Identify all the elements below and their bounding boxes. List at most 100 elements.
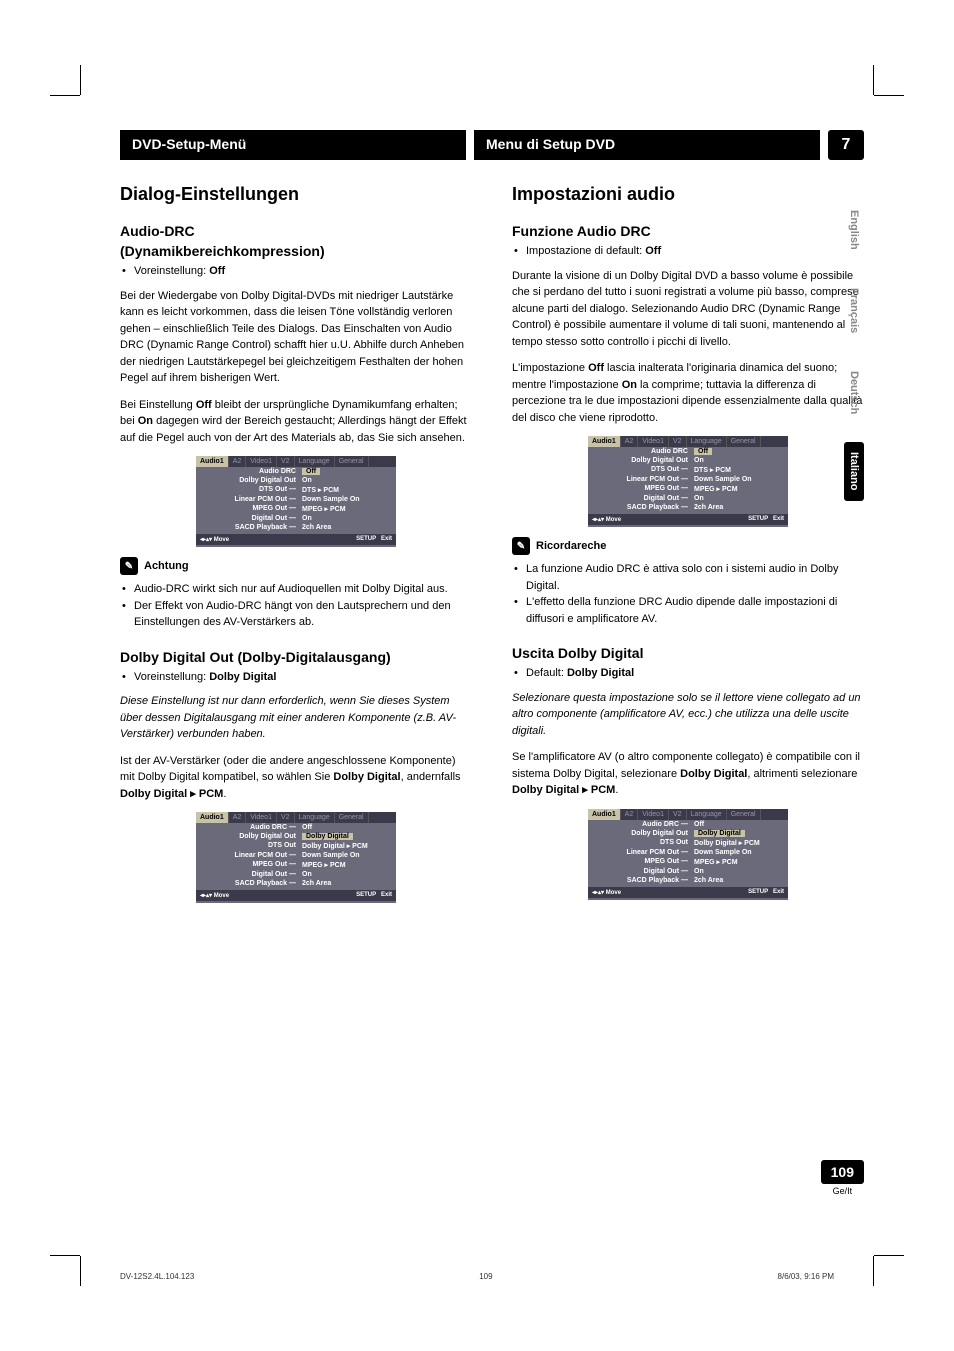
- menu-row: MPEG Out —MPEG ▸ PCM: [196, 504, 396, 514]
- note-item: Der Effekt von Audio-DRC hängt von den L…: [120, 598, 472, 631]
- crop-mark: [80, 65, 81, 95]
- crop-mark: [874, 95, 904, 96]
- preset-label: Default:: [526, 667, 567, 679]
- header-bar: DVD-Setup-Menü Menu di Setup DVD 7: [120, 130, 864, 160]
- menu-row: Audio DRC —Off: [196, 823, 396, 832]
- menu-tab: General: [335, 812, 369, 823]
- body-text-italic: Selezionare questa impostazione solo se …: [512, 690, 864, 740]
- menu-row: Linear PCM Out —Down Sample On: [588, 848, 788, 857]
- crop-mark: [80, 1256, 81, 1286]
- subsection-subtitle: (Dynamikbereichkompression): [120, 243, 472, 259]
- chapter-number: 7: [828, 130, 864, 160]
- page-number-sub: Ge/It: [821, 1186, 864, 1196]
- column-italian: Impostazioni audio Funzione Audio DRC Im…: [512, 184, 864, 913]
- crop-mark: [873, 65, 874, 95]
- menu-footer: ◂▸▴▾ MoveSETUP Exit: [196, 890, 396, 901]
- menu-footer: ◂▸▴▾ MoveSETUP Exit: [588, 514, 788, 525]
- menu-row: DTS OutDolby Digital ▸ PCM: [588, 838, 788, 848]
- menu-tab: Video1: [638, 809, 669, 820]
- note-heading: ✎ Achtung: [120, 557, 472, 575]
- header-right: Menu di Setup DVD: [474, 130, 820, 160]
- subsection-title: Dolby Digital Out (Dolby-Digitalausgang): [120, 649, 472, 665]
- menu-tab: V2: [277, 812, 295, 823]
- note-item: Audio-DRC wirkt sich nur auf Audioquelle…: [120, 581, 472, 598]
- menu-row: SACD Playback —2ch Area: [196, 523, 396, 532]
- subsection-title: Uscita Dolby Digital: [512, 645, 864, 661]
- menu-row: DTS Out —DTS ▸ PCM: [196, 485, 396, 495]
- menu-tab: Audio1: [196, 456, 229, 467]
- page-content: DVD-Setup-Menü Menu di Setup DVD 7 Dialo…: [120, 130, 864, 1221]
- menu-screenshot-d: Audio1A2Video1V2LanguageGeneralAudio DRC…: [512, 809, 864, 900]
- menu-tab: Video1: [638, 436, 669, 447]
- preset-value: Dolby Digital: [567, 667, 634, 679]
- subsection-title: Audio-DRC: [120, 223, 472, 239]
- menu-row: DTS OutDolby Digital ▸ PCM: [196, 841, 396, 851]
- subsection-title: Funzione Audio DRC: [512, 223, 864, 239]
- crop-mark: [873, 1256, 874, 1286]
- page-number: 109: [821, 1160, 864, 1184]
- menu-tab: A2: [621, 436, 639, 447]
- column-german: Dialog-Einstellungen Audio-DRC (Dynamikb…: [120, 184, 472, 913]
- menu-row: MPEG Out —MPEG ▸ PCM: [588, 484, 788, 494]
- lang-tab-english[interactable]: English: [844, 200, 864, 260]
- footer-info: DV-12S2.4L.104.123 109 8/6/03, 9:16 PM: [120, 1272, 834, 1281]
- menu-tab: V2: [669, 436, 687, 447]
- preset-label: Impostazione di default:: [526, 245, 645, 257]
- crop-mark: [50, 1255, 80, 1256]
- crop-mark: [50, 95, 80, 96]
- body-text: Durante la visione di un Dolby Digital D…: [512, 268, 864, 351]
- menu-row: SACD Playback —2ch Area: [196, 879, 396, 888]
- menu-row: Audio DRC —Off: [588, 820, 788, 829]
- menu-tab: Language: [295, 812, 335, 823]
- menu-tab: A2: [229, 456, 247, 467]
- menu-tab: Language: [687, 809, 727, 820]
- menu-row: Digital Out —On: [196, 870, 396, 879]
- menu-tab: Language: [295, 456, 335, 467]
- menu-tab: General: [727, 809, 761, 820]
- body-text: Bei der Wiedergabe von Dolby Digital-DVD…: [120, 288, 472, 387]
- footer-page: 109: [479, 1272, 492, 1281]
- menu-tab: V2: [669, 809, 687, 820]
- preset-line: Impostazione di default: Off: [512, 243, 864, 260]
- menu-footer: ◂▸▴▾ MoveSETUP Exit: [588, 887, 788, 898]
- menu-tab: Language: [687, 436, 727, 447]
- preset-line: Voreinstellung: Off: [120, 263, 472, 280]
- menu-screenshot-b: Audio1A2Video1V2LanguageGeneralAudio DRC…: [120, 812, 472, 903]
- lang-tab-deutsch[interactable]: Deutsch: [844, 361, 864, 424]
- menu-row: Dolby Digital OutOn: [588, 456, 788, 465]
- note-heading: ✎ Ricordareche: [512, 537, 864, 555]
- menu-tab: V2: [277, 456, 295, 467]
- preset-line: Default: Dolby Digital: [512, 665, 864, 682]
- menu-tab: Audio1: [196, 812, 229, 823]
- menu-tab: A2: [621, 809, 639, 820]
- menu-tab: General: [335, 456, 369, 467]
- menu-row: Audio DRCOff: [588, 447, 788, 456]
- note-title: Ricordareche: [536, 540, 606, 552]
- menu-tab: Audio1: [588, 809, 621, 820]
- section-title: Impostazioni audio: [512, 184, 864, 205]
- menu-row: MPEG Out —MPEG ▸ PCM: [588, 857, 788, 867]
- preset-value: Off: [209, 265, 225, 277]
- menu-tab: Audio1: [588, 436, 621, 447]
- menu-row: Dolby Digital OutDolby Digital: [588, 829, 788, 838]
- menu-row: Linear PCM Out —Down Sample On: [588, 475, 788, 484]
- body-text: Bei Einstellung Off bleibt der ursprüngl…: [120, 397, 472, 447]
- menu-row: Digital Out —On: [196, 514, 396, 523]
- menu-screenshot-a: Audio1A2Video1V2LanguageGeneralAudio DRC…: [120, 456, 472, 547]
- header-left: DVD-Setup-Menü: [120, 130, 466, 160]
- menu-row: Digital Out —On: [588, 494, 788, 503]
- body-text: Se l'amplificatore AV (o altro component…: [512, 749, 864, 799]
- menu-row: Audio DRCOff: [196, 467, 396, 476]
- menu-row: Linear PCM Out —Down Sample On: [196, 495, 396, 504]
- preset-value: Off: [645, 245, 661, 257]
- menu-row: Dolby Digital OutOn: [196, 476, 396, 485]
- note-item: L'effetto della funzione DRC Audio dipen…: [512, 594, 864, 627]
- footer-date: 8/6/03, 9:16 PM: [778, 1272, 834, 1281]
- menu-footer: ◂▸▴▾ MoveSETUP Exit: [196, 534, 396, 545]
- menu-row: SACD Playback —2ch Area: [588, 876, 788, 885]
- lang-tab-italiano[interactable]: Italiano: [844, 442, 864, 501]
- menu-screenshot-c: Audio1A2Video1V2LanguageGeneralAudio DRC…: [512, 436, 864, 527]
- preset-label: Voreinstellung:: [134, 265, 209, 277]
- lang-tab-français[interactable]: Français: [844, 278, 864, 343]
- note-icon: ✎: [512, 537, 530, 555]
